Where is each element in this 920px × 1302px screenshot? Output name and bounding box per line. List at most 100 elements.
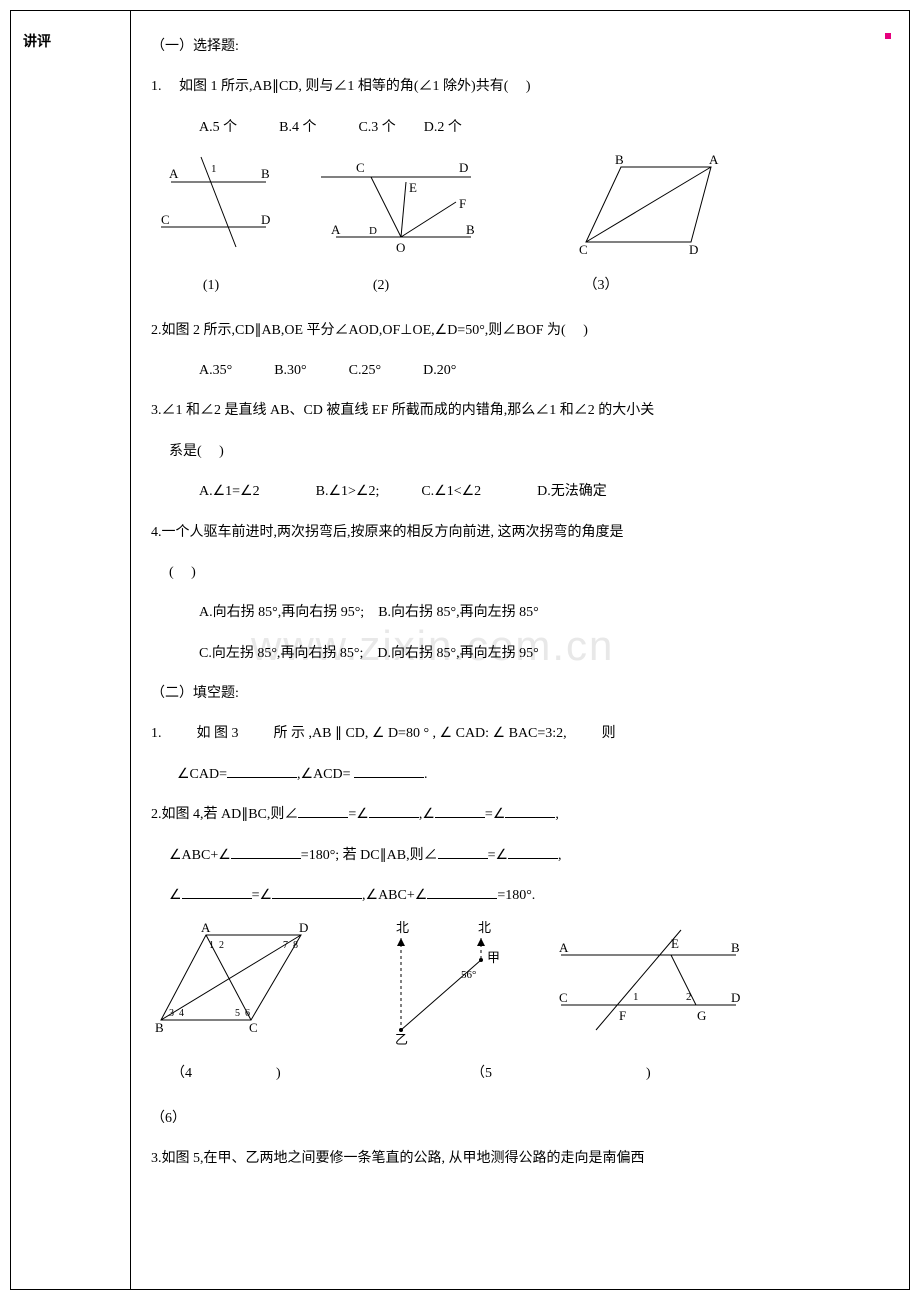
blank	[231, 845, 301, 859]
svg-text:A: A	[559, 940, 569, 955]
svg-text:6: 6	[245, 1008, 250, 1019]
blank	[435, 804, 485, 818]
svg-text:A: A	[709, 152, 719, 167]
svg-text:A: A	[169, 166, 179, 181]
svg-text:C: C	[356, 160, 365, 175]
f2-l1a: 2.如图 4,若 AD∥BC,则∠	[151, 807, 298, 822]
q2-stem: 2.如图 2 所示,CD∥AB,OE 平分∠AOD,OF⊥OE,∠D=50°,则…	[151, 313, 881, 349]
f2-c1: ,∠	[419, 807, 435, 822]
f2-eq1: =∠	[348, 807, 368, 822]
f2-l3b: ,∠ABC+∠	[362, 888, 427, 903]
blank	[182, 885, 252, 899]
svg-text:甲: 甲	[487, 950, 500, 965]
svg-text:D: D	[299, 920, 308, 935]
svg-text:B: B	[261, 166, 270, 181]
left-column: 讲评	[11, 11, 131, 1289]
svg-text:2: 2	[686, 991, 692, 1003]
marker-dot	[885, 33, 891, 39]
f2-l3a: ∠	[169, 888, 182, 903]
f2-eq4: =∠	[252, 888, 272, 903]
figure-3: B A C D	[561, 152, 731, 262]
q4-optC: C.向左拐 85°,再向右拐 85°; D.向右拐 85°,再向左拐 95°	[151, 636, 881, 672]
right-column: www.zixin.com.cn （一）选择题: 1. 如图 1 所示,AB∥C…	[131, 11, 909, 1289]
fig5-label: （5 )	[351, 1056, 651, 1092]
svg-text:G: G	[697, 1008, 706, 1023]
svg-text:E: E	[671, 936, 679, 951]
svg-text:北: 北	[396, 920, 409, 935]
svg-text:1: 1	[209, 940, 214, 951]
f2-c2: ,	[555, 807, 559, 822]
fig-labels-1: (1) (2) （3）	[151, 268, 881, 304]
f2-l2a: ∠ABC+∠	[169, 848, 231, 863]
q1-stem: 1. 如图 1 所示,AB∥CD, 则与∠1 相等的角(∠1 除外)共有( )	[151, 69, 881, 105]
q4-paren: ( )	[151, 555, 881, 591]
blank	[369, 804, 419, 818]
svg-text:3: 3	[169, 1008, 174, 1019]
blank	[227, 764, 297, 778]
f1-l2a: ∠CAD=	[177, 767, 227, 782]
svg-text:56°: 56°	[461, 969, 476, 981]
blank	[427, 885, 497, 899]
q1-options: A.5 个 B.4 个 C.3 个 D.2 个	[151, 110, 881, 146]
blank	[298, 804, 348, 818]
f1-l2b: ,∠ACD=	[297, 767, 354, 782]
svg-text:C: C	[161, 212, 170, 227]
svg-text:B: B	[731, 940, 740, 955]
svg-text:北: 北	[478, 920, 491, 935]
f1-line2: ∠CAD= ,∠ACD= .	[151, 757, 881, 793]
svg-text:B: B	[615, 152, 624, 167]
fig1-label: (1)	[151, 268, 271, 304]
section2-header: （二）填空题:	[151, 676, 881, 712]
figure-row-1: A B C D 1 C D A B O	[151, 152, 881, 262]
svg-text:乙: 乙	[395, 1032, 408, 1047]
f1-l2c: .	[424, 767, 428, 782]
f2-line1: 2.如图 4,若 AD∥BC,则∠ =∠ ,∠ =∠,	[151, 797, 881, 833]
svg-text:O: O	[396, 240, 405, 255]
f2-c3: ,	[558, 848, 562, 863]
q2-options: A.35° B.30° C.25° D.20°	[151, 353, 881, 389]
svg-text:5: 5	[235, 1008, 240, 1019]
fig4-label: （4 )	[151, 1056, 351, 1092]
f2-eq2: =∠	[485, 807, 505, 822]
svg-text:2: 2	[219, 940, 224, 951]
svg-text:F: F	[619, 1008, 626, 1023]
svg-text:C: C	[249, 1020, 258, 1035]
svg-text:1: 1	[211, 163, 217, 175]
svg-text:4: 4	[179, 1008, 184, 1019]
svg-text:D: D	[261, 212, 270, 227]
svg-text:E: E	[409, 180, 417, 195]
blank	[438, 845, 488, 859]
f2-line3: ∠ =∠ ,∠ABC+∠ =180°.	[151, 878, 881, 914]
svg-text:A: A	[331, 222, 341, 237]
svg-text:D: D	[369, 225, 377, 237]
fig3-label: （3）	[491, 268, 711, 304]
svg-text:D: D	[459, 160, 468, 175]
f2-eq3: =∠	[488, 848, 508, 863]
svg-text:1: 1	[633, 991, 639, 1003]
f2-l2b: =180°; 若 DC∥AB,则∠	[301, 848, 438, 863]
svg-text:D: D	[689, 242, 698, 257]
q3-stem2: 系是( )	[151, 434, 881, 470]
svg-text:C: C	[579, 242, 588, 257]
figure-5: 北 北 甲 乙 56°	[351, 920, 521, 1050]
svg-text:C: C	[559, 990, 568, 1005]
blank	[508, 845, 558, 859]
figure-row-2: A D B C 1 2 7 8 3 4 5 6 北 北	[151, 920, 881, 1050]
content: （一）选择题: 1. 如图 1 所示,AB∥CD, 则与∠1 相等的角(∠1 除…	[151, 29, 881, 1178]
f3-stem: 3.如图 5,在甲、乙两地之间要修一条笔直的公路, 从甲地测得公路的走向是南偏西	[151, 1141, 881, 1177]
section1-header: （一）选择题:	[151, 29, 881, 65]
q4-stem: 4.一个人驱车前进时,两次拐弯后,按原来的相反方向前进, 这两次拐弯的角度是	[151, 515, 881, 551]
svg-text:B: B	[155, 1020, 164, 1035]
svg-text:F: F	[459, 196, 466, 211]
q4-optA: A.向右拐 85°,再向右拐 95°; B.向右拐 85°,再向左拐 85°	[151, 595, 881, 631]
f2-line2: ∠ABC+∠ =180°; 若 DC∥AB,则∠ =∠,	[151, 838, 881, 874]
fig-labels-2: （4 ) （5 )	[151, 1056, 881, 1092]
q3-options: A.∠1=∠2 B.∠1>∠2; C.∠1<∠2 D.无法确定	[151, 474, 881, 510]
svg-text:8: 8	[293, 940, 298, 951]
page-frame: 讲评 www.zixin.com.cn （一）选择题: 1. 如图 1 所示,A…	[10, 10, 910, 1290]
blank	[272, 885, 362, 899]
fig2-label: (2)	[271, 268, 491, 304]
f2-l3c: =180°.	[497, 888, 535, 903]
svg-text:B: B	[466, 222, 475, 237]
figure-6: A B C D E F G 1 2	[551, 920, 751, 1040]
